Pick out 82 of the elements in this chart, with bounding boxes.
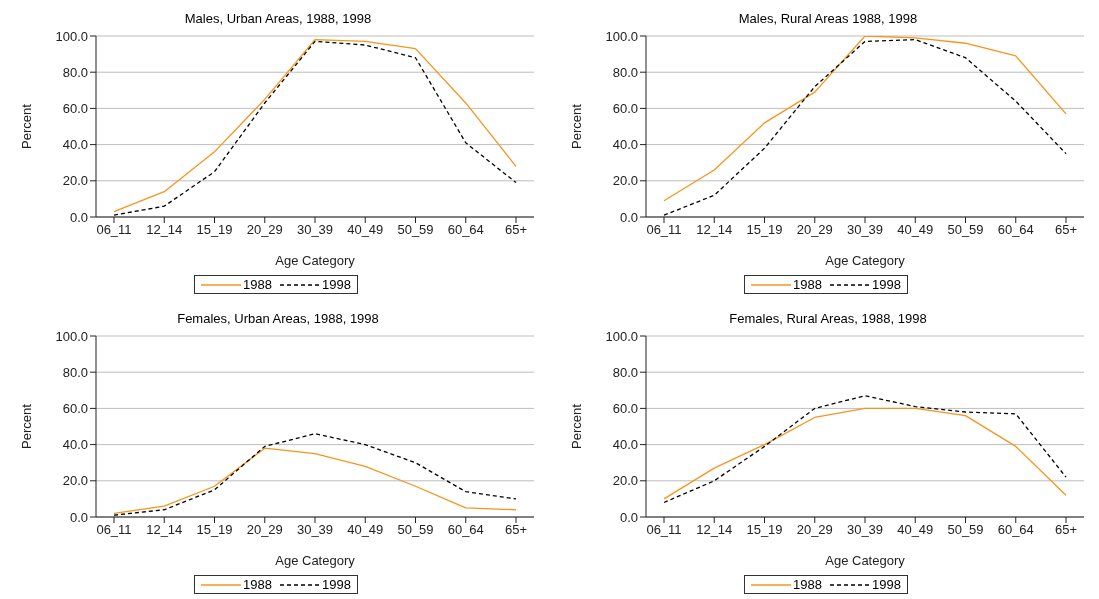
x-tick-label: 06_11 — [646, 222, 682, 238]
x-tick-label: 65+ — [1054, 222, 1078, 238]
x-tick-label: 15_19 — [746, 222, 783, 238]
x-tick-label: 50_59 — [947, 522, 984, 538]
legend-label: 1988 — [793, 577, 822, 592]
y-tick-label: 60.0 — [612, 101, 638, 117]
x-tick-label: 15_19 — [196, 222, 233, 238]
x-axis-title: Age Category — [275, 553, 356, 568]
x-tick-label: 65+ — [504, 522, 528, 538]
y-tick-label: 60.0 — [612, 401, 638, 417]
legend-label: 1998 — [872, 277, 901, 292]
y-tick-label: 0.0 — [619, 209, 638, 225]
x-tick-label: 60_64 — [997, 522, 1034, 538]
x-tick-label: 12_14 — [146, 222, 183, 238]
x-tick-label: 20_29 — [796, 222, 833, 238]
y-tick-label: 100.0 — [55, 28, 88, 44]
x-tick-label: 50_59 — [397, 522, 434, 538]
x-tick-label: 15_19 — [196, 522, 233, 538]
y-tick-label: 0.0 — [69, 509, 88, 525]
x-tick-label: 12_14 — [146, 522, 183, 538]
y-tick-label: 20.0 — [612, 473, 638, 489]
chart-title: Females, Urban Areas, 1988, 1998 — [176, 310, 380, 328]
y-tick-label: 0.0 — [69, 209, 88, 225]
line-series — [113, 447, 517, 515]
x-tick-label: 06_11 — [96, 522, 132, 538]
x-tick-label: 40_49 — [347, 522, 384, 538]
legend-label: 1988 — [793, 277, 822, 292]
y-tick-label: 20.0 — [62, 173, 88, 189]
x-tick-label: 65+ — [504, 222, 528, 238]
x-tick-label: 20_29 — [246, 222, 283, 238]
y-axis-title: Percent — [568, 403, 584, 449]
x-tick-label: 15_19 — [746, 522, 783, 538]
x-axis-title: Age Category — [825, 253, 906, 268]
x-tick-label: 12_14 — [696, 522, 733, 538]
chart-title: Females, Rural Areas, 1988, 1998 — [728, 310, 928, 328]
x-tick-label: 50_59 — [947, 222, 984, 238]
y-axis-title: Percent — [568, 103, 584, 149]
x-tick-label: 30_39 — [296, 222, 334, 238]
y-tick-label: 20.0 — [62, 473, 88, 489]
chart-title: Males, Rural Areas 1988, 1998 — [737, 10, 919, 28]
y-tick-label: 40.0 — [62, 137, 88, 153]
legend-label: 1998 — [322, 577, 351, 592]
y-tick-label: 80.0 — [612, 64, 638, 80]
y-tick-label: 60.0 — [62, 101, 88, 117]
x-tick-label: 30_39 — [846, 222, 884, 238]
x-tick-label: 40_49 — [897, 522, 934, 538]
y-tick-label: 80.0 — [62, 364, 88, 380]
y-tick-label: 100.0 — [605, 28, 638, 44]
y-tick-label: 100.0 — [605, 328, 638, 344]
x-tick-label: 30_39 — [296, 522, 334, 538]
x-tick-label: 40_49 — [347, 222, 384, 238]
x-axis-title: Age Category — [275, 253, 356, 268]
y-tick-label: 40.0 — [612, 137, 638, 153]
y-tick-label: 40.0 — [612, 437, 638, 453]
legend-label: 1998 — [322, 277, 351, 292]
legend-label: 1988 — [243, 577, 272, 592]
y-tick-label: 80.0 — [62, 64, 88, 80]
x-tick-label: 65+ — [1054, 522, 1078, 538]
x-tick-label: 30_39 — [846, 522, 884, 538]
x-axis-title: Age Category — [825, 553, 906, 568]
y-tick-label: 20.0 — [612, 173, 638, 189]
y-tick-label: 0.0 — [619, 509, 638, 525]
legend-label: 1998 — [872, 577, 901, 592]
y-tick-label: 40.0 — [62, 437, 88, 453]
x-tick-label: 60_64 — [447, 222, 484, 238]
x-tick-label: 06_11 — [96, 222, 132, 238]
x-tick-label: 12_14 — [696, 222, 733, 238]
x-tick-label: 20_29 — [246, 522, 283, 538]
chart-title: Males, Urban Areas, 1988, 1998 — [183, 10, 373, 28]
x-tick-label: 60_64 — [997, 222, 1034, 238]
x-tick-label: 20_29 — [796, 522, 833, 538]
legend-label: 1988 — [243, 277, 272, 292]
y-axis-title: Percent — [18, 403, 34, 449]
x-tick-label: 06_11 — [646, 522, 682, 538]
y-tick-label: 100.0 — [55, 328, 88, 344]
x-tick-label: 40_49 — [897, 222, 934, 238]
x-tick-label: 60_64 — [447, 522, 484, 538]
y-tick-label: 80.0 — [612, 364, 638, 380]
y-tick-label: 60.0 — [62, 401, 88, 417]
x-tick-label: 50_59 — [397, 222, 434, 238]
line-series — [113, 433, 517, 516]
y-axis-title: Percent — [18, 103, 34, 149]
